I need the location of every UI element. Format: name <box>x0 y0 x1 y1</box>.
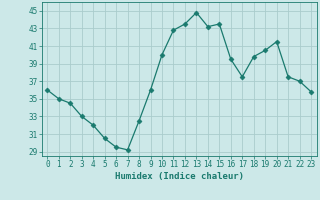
X-axis label: Humidex (Indice chaleur): Humidex (Indice chaleur) <box>115 172 244 181</box>
